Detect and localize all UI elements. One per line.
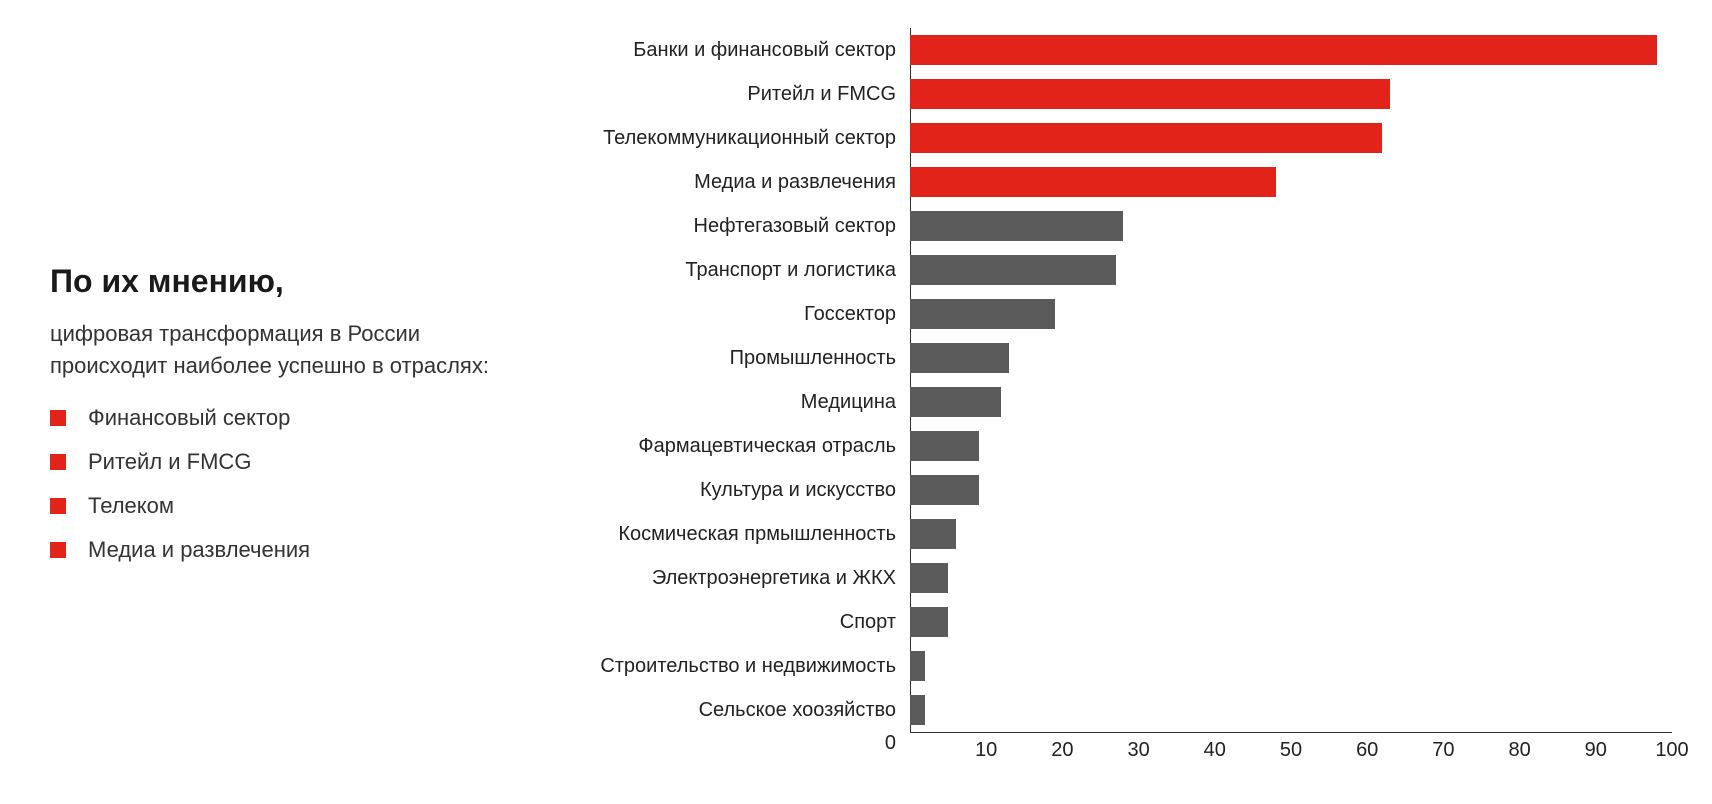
- bar-track: [910, 160, 1672, 204]
- bar-label: Промышленность: [560, 347, 910, 370]
- legend-item: Медиа и развлечения: [50, 537, 530, 563]
- bar-label: Телекоммуникационный сектор: [560, 127, 910, 150]
- legend-item-label: Медиа и развлечения: [88, 537, 310, 563]
- x-tick-label: 30: [1127, 739, 1149, 762]
- x-axis: 0 102030405060708090100: [560, 732, 1672, 772]
- subtitle: цифровая трансформация в России происход…: [50, 318, 530, 382]
- bar-label: Фармацевтическая отрасль: [560, 435, 910, 458]
- bar-row: Медиа и развлечения: [560, 160, 1672, 204]
- bar-highlight: [910, 79, 1390, 109]
- bar-row: Банки и финансовый сектор: [560, 28, 1672, 72]
- bar-track: [910, 380, 1672, 424]
- bar-row: Промышленность: [560, 336, 1672, 380]
- root: По их мнению, цифровая трансформация в Р…: [0, 0, 1712, 804]
- bar: [910, 695, 925, 725]
- legend-swatch-icon: [50, 454, 66, 470]
- legend-item-label: Финансовый сектор: [88, 405, 290, 431]
- bar-label: Госсектор: [560, 303, 910, 326]
- left-panel: По их мнению, цифровая трансформация в Р…: [0, 0, 560, 804]
- legend-item: Финансовый сектор: [50, 405, 530, 431]
- x-tick-label: 100: [1655, 739, 1688, 762]
- bar: [910, 211, 1123, 241]
- chart-panel: Банки и финансовый сектор Ритейл и FMCG Те…: [560, 0, 1712, 804]
- bar-track: [910, 292, 1672, 336]
- bar-row: Транспорт и логистика: [560, 248, 1672, 292]
- bar-track: [910, 644, 1672, 688]
- bar: [910, 343, 1009, 373]
- bar: [910, 299, 1055, 329]
- x-axis-line: 102030405060708090100: [910, 732, 1672, 772]
- bar-row: Строительство и недвижимость: [560, 644, 1672, 688]
- x-tick-label: 90: [1585, 739, 1607, 762]
- bar-row: Спорт: [560, 600, 1672, 644]
- legend-swatch-icon: [50, 410, 66, 426]
- bar-label: Культура и искусство: [560, 479, 910, 502]
- bar-track: [910, 28, 1672, 72]
- bar-track: [910, 116, 1672, 160]
- x-tick-label: 70: [1432, 739, 1454, 762]
- bar-label: Космическая прмышленность: [560, 523, 910, 546]
- legend-swatch-icon: [50, 498, 66, 514]
- bar-track: [910, 512, 1672, 556]
- bar: [910, 651, 925, 681]
- bar-track: [910, 600, 1672, 644]
- bar-track: [910, 204, 1672, 248]
- bar: [910, 563, 948, 593]
- bar-label: Транспорт и логистика: [560, 259, 910, 282]
- bar-track: [910, 424, 1672, 468]
- x-tick-label: 80: [1508, 739, 1530, 762]
- bar-track: [910, 688, 1672, 732]
- bar: [910, 431, 979, 461]
- x-axis-zero-label: 0: [560, 732, 910, 772]
- bar-label: Сельское хоозяйство: [560, 699, 910, 722]
- bar-row: Телекоммуникационный сектор: [560, 116, 1672, 160]
- bar-label: Банки и финансовый сектор: [560, 39, 910, 62]
- bar-track: [910, 248, 1672, 292]
- chart-area: Банки и финансовый сектор Ритейл и FMCG Те…: [560, 28, 1672, 744]
- x-tick-label: 50: [1280, 739, 1302, 762]
- bar-label: Электроэнергетика и ЖКХ: [560, 567, 910, 590]
- plot: Банки и финансовый сектор Ритейл и FMCG Те…: [560, 28, 1672, 732]
- bar-label: Спорт: [560, 611, 910, 634]
- bar-row: Культура и искусство: [560, 468, 1672, 512]
- bar-track: [910, 556, 1672, 600]
- x-tick-label: 10: [975, 739, 997, 762]
- bar-row: Ритейл и FMCG: [560, 72, 1672, 116]
- bar-label: Медицина: [560, 391, 910, 414]
- bar: [910, 607, 948, 637]
- x-tick-label: 40: [1204, 739, 1226, 762]
- x-tick-label: 20: [1051, 739, 1073, 762]
- bar-row: Электроэнергетика и ЖКХ: [560, 556, 1672, 600]
- legend-item-label: Ритейл и FMCG: [88, 449, 251, 475]
- legend-item: Ритейл и FMCG: [50, 449, 530, 475]
- legend-item-label: Телеком: [88, 493, 174, 519]
- bar-track: [910, 468, 1672, 512]
- bar-row: Медицина: [560, 380, 1672, 424]
- legend-item: Телеком: [50, 493, 530, 519]
- bar-row: Нефтегазовый сектор: [560, 204, 1672, 248]
- x-tick-label: 60: [1356, 739, 1378, 762]
- bar-track: [910, 72, 1672, 116]
- bar-label: Медиа и развлечения: [560, 171, 910, 194]
- bar-label: Нефтегазовый сектор: [560, 215, 910, 238]
- legend-list: Финансовый сектор Ритейл и FMCG Телеком Мед…: [50, 405, 530, 581]
- bar-row: Сельское хоозяйство: [560, 688, 1672, 732]
- bar-row: Фармацевтическая отрасль: [560, 424, 1672, 468]
- title: По их мнению,: [50, 263, 530, 300]
- bar-label: Ритейл и FMCG: [560, 83, 910, 106]
- bar-label: Строительство и недвижимость: [560, 655, 910, 678]
- bar-row: Госсектор: [560, 292, 1672, 336]
- bar: [910, 387, 1001, 417]
- bar: [910, 255, 1116, 285]
- bar-track: [910, 336, 1672, 380]
- bar: [910, 519, 956, 549]
- bar-highlight: [910, 35, 1657, 65]
- bar-highlight: [910, 167, 1276, 197]
- bar-row: Космическая прмышленность: [560, 512, 1672, 556]
- legend-swatch-icon: [50, 542, 66, 558]
- bar-highlight: [910, 123, 1382, 153]
- bar: [910, 475, 979, 505]
